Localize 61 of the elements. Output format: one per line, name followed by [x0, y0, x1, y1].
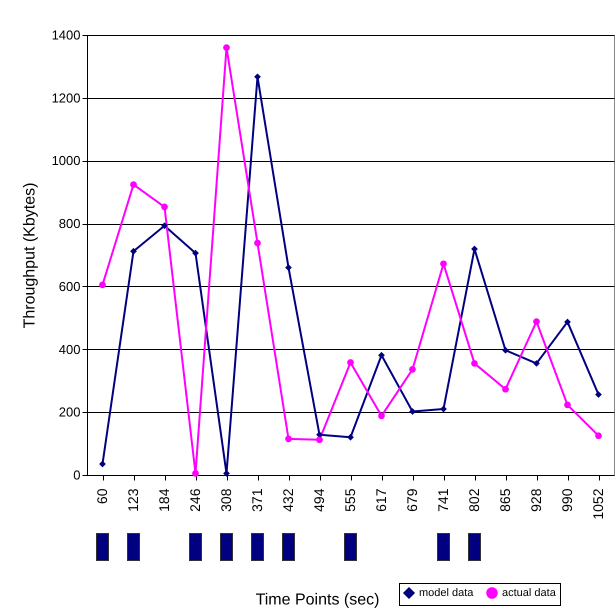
point — [161, 204, 168, 210]
x-tick-label: 865 — [497, 488, 513, 512]
y-tick-label: 1400 — [52, 28, 80, 42]
x-tick-label: 432 — [280, 488, 296, 512]
y-axis-title: Throughput (Kbytes) — [22, 182, 39, 328]
point — [502, 346, 509, 354]
point — [564, 318, 571, 326]
x-tick-label: 308 — [218, 488, 234, 512]
point — [409, 366, 416, 373]
point — [595, 432, 602, 440]
x-tick-label: 371 — [249, 488, 265, 512]
point — [595, 391, 602, 398]
x-tick-label: 802 — [466, 488, 482, 512]
legend-label: actual data — [502, 587, 557, 599]
x-tick-label: 1052 — [590, 488, 606, 520]
x-tick-label: 928 — [528, 488, 544, 512]
point — [378, 352, 385, 359]
point — [471, 246, 478, 252]
point — [130, 248, 137, 255]
point — [440, 406, 447, 412]
x-tick-label: 617 — [373, 488, 389, 512]
point — [378, 412, 385, 420]
x-axis-title: Time Points (sec) — [256, 592, 380, 609]
point — [192, 470, 199, 477]
point — [409, 408, 416, 415]
point — [533, 318, 540, 325]
point — [316, 436, 323, 444]
x-tick-label: 246 — [187, 488, 203, 512]
point — [130, 181, 137, 188]
x-tick-label: 555 — [342, 488, 358, 512]
point — [285, 436, 292, 442]
y-tick-label: 1000 — [52, 153, 80, 168]
x-tick-label: 741 — [435, 488, 451, 512]
point — [347, 359, 354, 366]
x-tick-label: 494 — [311, 488, 327, 512]
point — [254, 240, 261, 246]
point — [223, 44, 230, 51]
y-tick-label: 200 — [58, 404, 80, 420]
point — [99, 460, 106, 468]
point — [471, 360, 478, 367]
x-tick-label: 184 — [156, 488, 172, 512]
point — [502, 386, 509, 393]
x-tick-label: 990 — [559, 488, 575, 512]
point — [223, 470, 230, 477]
point — [564, 402, 571, 408]
y-tick-label: 600 — [58, 278, 80, 294]
point — [285, 264, 292, 271]
point — [192, 250, 199, 256]
y-tick-label: 1200 — [52, 90, 80, 106]
y-tick-label: 0 — [73, 468, 80, 482]
y-tick-label: 400 — [58, 342, 80, 357]
point — [161, 222, 168, 230]
point — [533, 360, 540, 367]
x-tick-label: 60 — [94, 488, 110, 504]
point — [440, 260, 447, 268]
x-tick-label: 679 — [404, 488, 420, 512]
x-tick-label: 123 — [125, 488, 141, 512]
legend-label: model data — [419, 587, 474, 599]
point — [99, 282, 106, 288]
y-tick-label: 800 — [58, 216, 80, 232]
point — [347, 434, 354, 441]
